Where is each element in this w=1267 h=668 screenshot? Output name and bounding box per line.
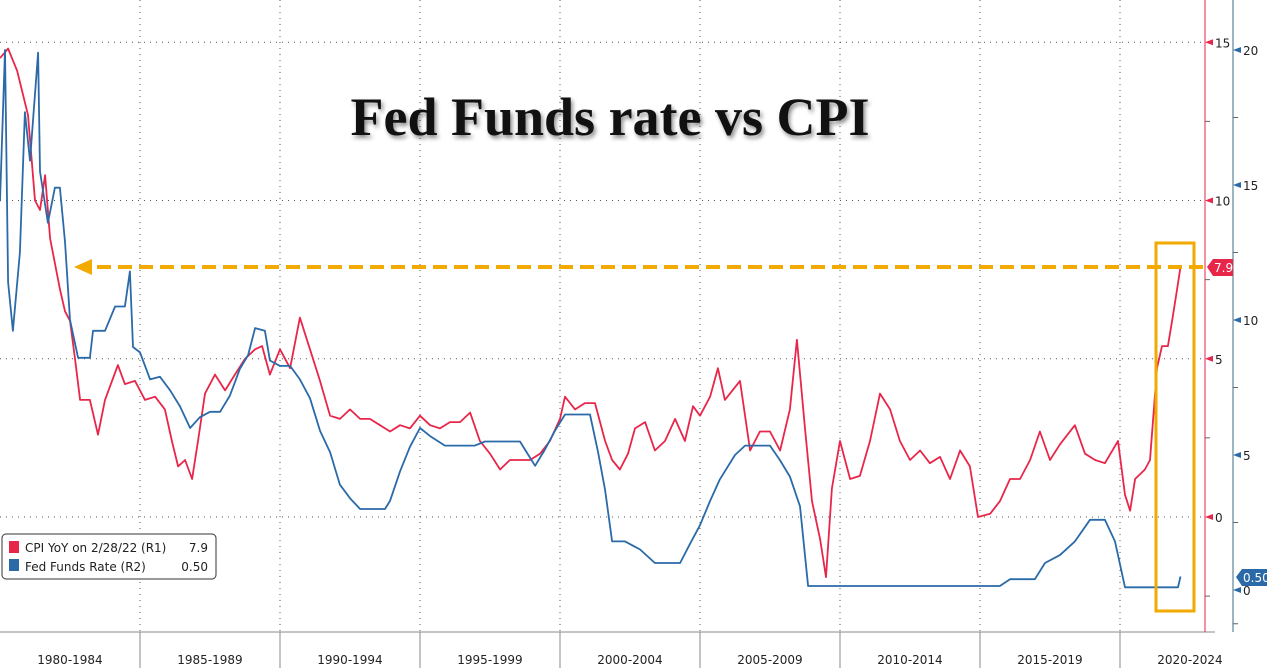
cpi-tick-marker: [1205, 197, 1213, 204]
fed-axis-r2: 0 5 10 15 20: [1232, 0, 1258, 632]
fed-tick-label: 20: [1243, 44, 1258, 58]
legend-label-cpi: CPI YoY on 2/28/22 (R1): [25, 541, 166, 555]
legend-swatch-fed: [9, 559, 19, 571]
x-tick-label: 2020-2024: [1157, 653, 1222, 667]
legend: CPI YoY on 2/28/22 (R1) 7.9 Fed Funds Ra…: [1, 533, 217, 580]
annotation: [74, 241, 1203, 613]
fed-tick-marker: [1233, 317, 1241, 323]
fed-tick-label: 0: [1243, 584, 1251, 598]
fed-tick-label: 15: [1243, 179, 1258, 193]
fed-funds-line: [0, 49, 1182, 589]
x-tick-label: 2010-2014: [877, 653, 942, 667]
x-tick-label: 2015-2019: [1017, 653, 1082, 667]
cpi-tick-label: 10: [1215, 195, 1230, 209]
cpi-tick-label: 15: [1215, 36, 1230, 50]
fed-tick-label: 10: [1243, 314, 1258, 328]
x-tick-label: 2005-2009: [737, 653, 802, 667]
cpi-tick-label: 0: [1215, 511, 1223, 525]
arrow-head-icon: [74, 258, 92, 275]
legend-value-cpi: 7.9: [189, 541, 208, 555]
last-value-cpi: 7.9: [1207, 259, 1233, 276]
series-group: [0, 47, 1182, 589]
x-tick-label: 1990-1994: [317, 653, 382, 667]
cpi-line: [0, 47, 1182, 578]
fed-tick-label: 5: [1243, 449, 1251, 463]
fed-tick-marker: [1233, 182, 1241, 188]
x-tick-label: 1980-1984: [37, 653, 102, 667]
x-axis: 1980-1984 1985-1989 1990-1994 1995-1999 2000…: [0, 631, 1223, 668]
legend-label-fed: Fed Funds Rate (R2): [25, 560, 146, 574]
svg-text:0.50: 0.50: [1243, 571, 1267, 585]
fed-tick-marker: [1233, 47, 1241, 53]
fed-tick-marker: [1233, 452, 1241, 458]
legend-value-fed: 0.50: [181, 560, 208, 574]
svg-text:7.9: 7.9: [1214, 261, 1233, 275]
last-value-fed: 0.50: [1236, 569, 1267, 586]
cpi-axis-r1: 0 5 10 15: [1204, 0, 1230, 632]
cpi-tick-marker: [1205, 39, 1213, 46]
cpi-tick-marker: [1205, 355, 1213, 362]
cpi-tick-label: 5: [1215, 353, 1223, 367]
cpi-tick-marker: [1205, 514, 1213, 520]
chart-title: Fed Funds rate vs CPI: [350, 87, 869, 147]
x-tick-label: 1995-1999: [457, 653, 522, 667]
fed-tick-marker: [1233, 587, 1241, 593]
legend-swatch-cpi: [9, 541, 19, 553]
x-tick-label: 1985-1989: [177, 653, 242, 667]
x-tick-label: 2000-2004: [597, 653, 662, 667]
highlight-box: [1154, 241, 1196, 613]
